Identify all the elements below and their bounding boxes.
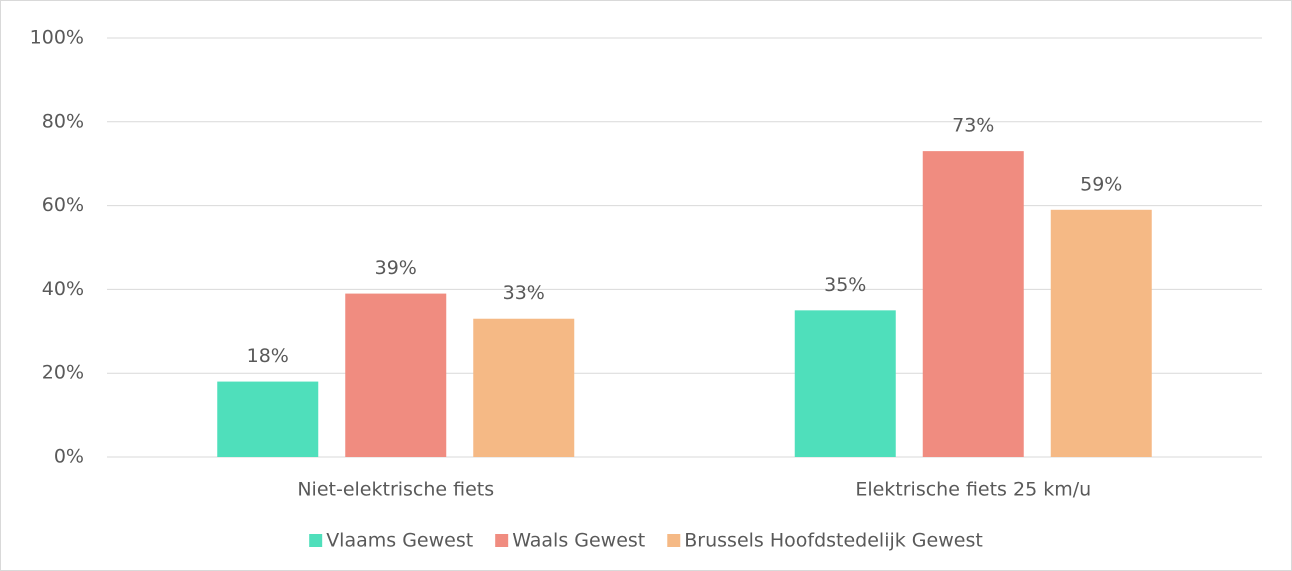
bar	[922, 151, 1024, 457]
bar	[217, 381, 319, 457]
y-tick-label: 40%	[42, 278, 84, 300]
data-label: 33%	[503, 282, 545, 304]
data-label: 59%	[1080, 173, 1122, 195]
data-label: 39%	[375, 257, 417, 279]
x-tick-label: Niet-elektrische fiets	[297, 479, 494, 501]
legend-label: Vlaams Gewest	[326, 530, 473, 552]
bar	[473, 318, 575, 457]
bar	[1050, 209, 1152, 457]
legend-swatch	[495, 534, 509, 547]
legend-swatch	[667, 534, 681, 547]
y-tick-label: 20%	[42, 362, 84, 384]
legend-label: Waals Gewest	[512, 530, 645, 552]
y-tick-label: 60%	[42, 194, 84, 216]
y-tick-label: 0%	[54, 446, 84, 468]
bar	[345, 293, 447, 457]
data-label: 18%	[247, 345, 289, 367]
data-label: 35%	[824, 274, 866, 296]
legend-label: Brussels Hoofdstedelijk Gewest	[684, 530, 983, 552]
legend-swatch	[309, 534, 323, 547]
data-label: 73%	[952, 115, 994, 137]
x-tick-label: Elektrische fiets 25 km/u	[855, 479, 1091, 501]
bar	[794, 310, 896, 457]
y-tick-label: 80%	[42, 110, 84, 132]
y-tick-label: 100%	[30, 27, 84, 49]
